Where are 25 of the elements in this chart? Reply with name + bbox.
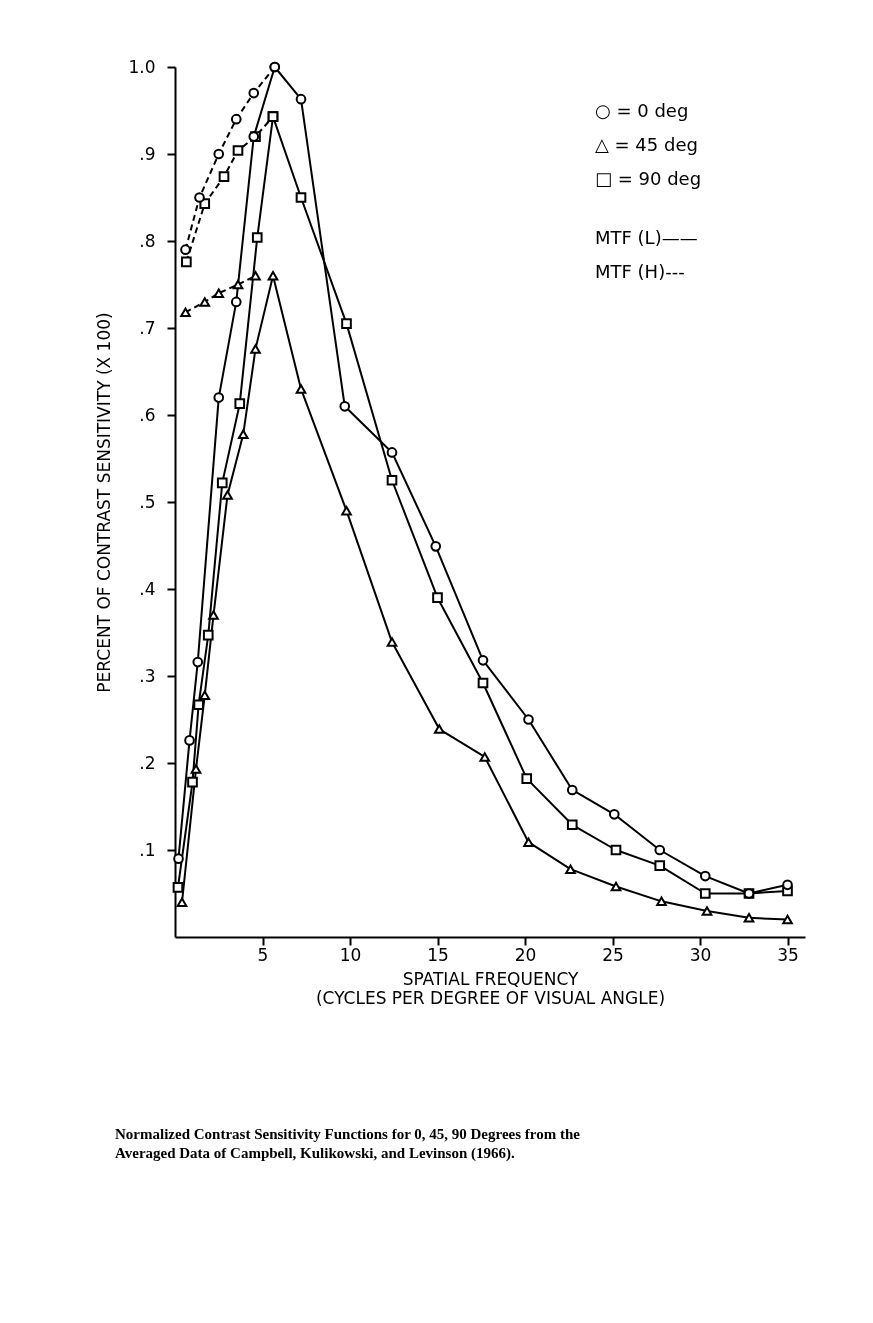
x-tick-label: 30 (689, 944, 712, 965)
y-tick-label: .4 (139, 578, 156, 599)
x-tick-label: 15 (427, 944, 449, 965)
text: Normalized Contrast Sensitivity Functions for 0, 45, 90 Degrees from the Averaged Data of Campbell, Kulikowski, and Levinson (1966). (115, 1126, 581, 1162)
y-tick-label: .9 (139, 143, 156, 164)
annotation: ○ = 0 deg (595, 100, 689, 121)
y-tick-label: .3 (139, 665, 156, 686)
y-tick-label: .1 (139, 839, 156, 860)
annotation: MTF (L)—— (595, 227, 698, 248)
y-tick-label: .7 (139, 317, 156, 338)
x-tick-label: 20 (514, 944, 537, 965)
x-tick-label: 10 (339, 944, 362, 965)
x-tick-label: 5 (257, 944, 269, 965)
y-tick-label: .2 (139, 752, 156, 773)
annotation: △ = 45 deg (595, 134, 698, 155)
annotation: □ = 90 deg (595, 168, 702, 189)
annotation: MTF (H)--- (595, 261, 685, 282)
y-tick-label: .8 (139, 230, 156, 251)
y-axis-title: PERCENT OF CONTRAST SENSITIVITY (X 100) (94, 312, 115, 693)
y-tick-label: .5 (139, 491, 156, 512)
y-tick-label: .6 (139, 404, 156, 425)
x-tick-label: 35 (777, 944, 799, 965)
x-axis-title: SPATIAL FREQUENCY (CYCLES PER DEGREE OF VISUAL ANGLE) (315, 968, 666, 1008)
x-tick-label: 25 (602, 944, 624, 965)
y-tick-label: 1.0 (128, 56, 156, 77)
